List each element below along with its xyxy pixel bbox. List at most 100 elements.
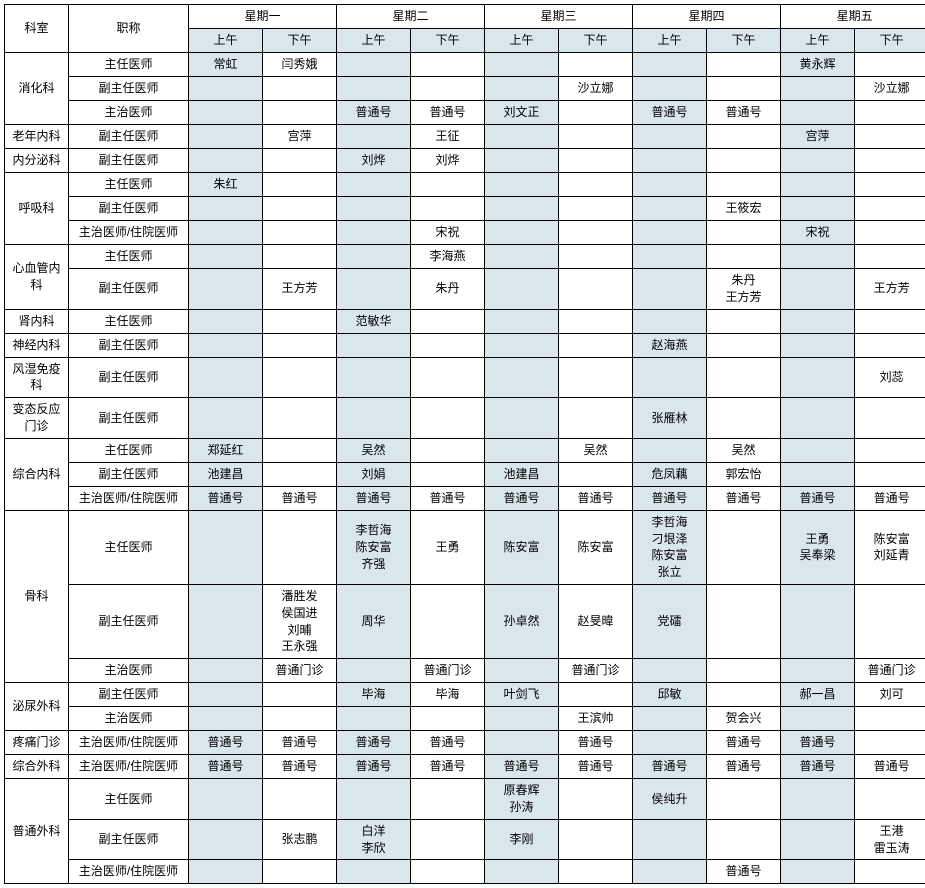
slot-cell (411, 819, 485, 860)
slot-cell (633, 221, 707, 245)
slot-cell (559, 683, 633, 707)
table-row: 主治医师普通门诊普通门诊普通门诊普通门诊 (5, 659, 925, 683)
title-cell: 主任医师 (69, 245, 189, 269)
slot-cell (411, 357, 485, 398)
slot-cell: 常虹 (189, 53, 263, 77)
slot-cell: 普通号 (189, 755, 263, 779)
slot-cell (781, 398, 855, 439)
slot-cell (781, 77, 855, 101)
slot-cell: 王勇 (411, 510, 485, 584)
slot-cell (189, 309, 263, 333)
slot-cell (263, 309, 337, 333)
slot-cell (337, 659, 411, 683)
slot-cell: 侯纯升 (633, 779, 707, 820)
slot-cell (559, 101, 633, 125)
slot-cell: 毕海 (411, 683, 485, 707)
title-cell: 主治医师 (69, 707, 189, 731)
schedule-table: 科室 职称 星期一 星期二 星期三 星期四 星期五 上午下午上午下午上午下午上午… (4, 4, 925, 884)
slot-cell (707, 125, 781, 149)
col-day-wed: 星期三 (485, 5, 633, 29)
dept-cell: 骨科 (5, 510, 69, 682)
slot-cell: 李哲海 刁垠泽 陈安富 张立 (633, 510, 707, 584)
slot-cell: 王方芳 (263, 269, 337, 310)
dept-cell: 综合内科 (5, 438, 69, 510)
slot-cell (263, 221, 337, 245)
title-cell: 主任医师 (69, 309, 189, 333)
table-row: 内分泌科副主任医师刘烨刘烨 (5, 149, 925, 173)
title-cell: 主治医师/住院医师 (69, 486, 189, 510)
slot-cell (189, 197, 263, 221)
slot-cell (781, 584, 855, 658)
title-cell: 主治医师/住院医师 (69, 731, 189, 755)
slot-cell (485, 173, 559, 197)
slot-cell (485, 438, 559, 462)
title-cell: 副主任医师 (69, 125, 189, 149)
slot-cell: 普通号 (559, 755, 633, 779)
slot-cell (485, 860, 559, 884)
slot-cell: 王滨帅 (559, 707, 633, 731)
title-cell: 主治医师/住院医师 (69, 860, 189, 884)
slot-cell (559, 860, 633, 884)
slot-cell (559, 819, 633, 860)
slot-cell (411, 462, 485, 486)
slot-cell (485, 269, 559, 310)
slot-cell (411, 584, 485, 658)
col-dept: 科室 (5, 5, 69, 53)
slot-cell: 沙立娜 (855, 77, 925, 101)
slot-cell: 张志鹏 (263, 819, 337, 860)
slot-cell: 赵旻暐 (559, 584, 633, 658)
dept-cell: 消化科 (5, 53, 69, 125)
slot-cell (633, 438, 707, 462)
title-cell: 副主任医师 (69, 357, 189, 398)
slot-cell (189, 357, 263, 398)
slot-cell (485, 197, 559, 221)
slot-cell (411, 197, 485, 221)
col-title: 职称 (69, 5, 189, 53)
title-cell: 副主任医师 (69, 149, 189, 173)
slot-cell (485, 149, 559, 173)
slot-cell (707, 819, 781, 860)
slot-cell (633, 357, 707, 398)
slot-cell: 普通号 (485, 486, 559, 510)
slot-cell: 朱丹 王方芳 (707, 269, 781, 310)
slot-cell (707, 309, 781, 333)
slot-cell (411, 779, 485, 820)
slot-cell (633, 197, 707, 221)
slot-cell: 普通号 (337, 755, 411, 779)
slot-cell: 李海燕 (411, 245, 485, 269)
slot-cell (485, 309, 559, 333)
slot-cell (855, 398, 925, 439)
slot-cell (855, 462, 925, 486)
slot-cell: 普通号 (263, 755, 337, 779)
slot-cell (337, 357, 411, 398)
slot-cell: 党礌 (633, 584, 707, 658)
title-cell: 主任医师 (69, 510, 189, 584)
dept-cell: 呼吸科 (5, 173, 69, 245)
slot-cell: 刘可 (855, 683, 925, 707)
col-pm: 下午 (559, 29, 633, 53)
slot-cell (337, 77, 411, 101)
slot-cell (337, 860, 411, 884)
slot-cell: 刘烨 (411, 149, 485, 173)
slot-cell (855, 707, 925, 731)
slot-cell (633, 309, 707, 333)
slot-cell: 周华 (337, 584, 411, 658)
dept-cell: 泌尿外科 (5, 683, 69, 731)
slot-cell: 张雁林 (633, 398, 707, 439)
slot-cell: 宋祝 (411, 221, 485, 245)
slot-cell (707, 357, 781, 398)
slot-cell: 池建昌 (189, 462, 263, 486)
slot-cell: 吴然 (707, 438, 781, 462)
col-am: 上午 (485, 29, 559, 53)
slot-cell: 刘文正 (485, 101, 559, 125)
slot-cell: 普通号 (633, 486, 707, 510)
slot-cell (189, 683, 263, 707)
slot-cell (559, 357, 633, 398)
slot-cell: 潘胜发 侯国进 刘晡 王永强 (263, 584, 337, 658)
dept-cell: 疼痛门诊 (5, 731, 69, 755)
dept-cell: 神经内科 (5, 333, 69, 357)
slot-cell (189, 819, 263, 860)
slot-cell (485, 357, 559, 398)
slot-cell (337, 125, 411, 149)
slot-cell: 郭宏怡 (707, 462, 781, 486)
